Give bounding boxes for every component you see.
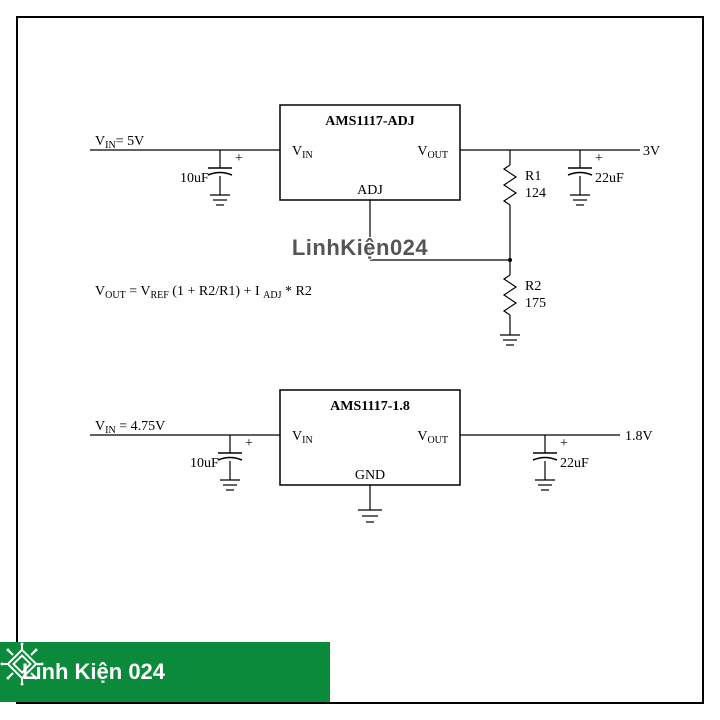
c1-vin-label: VIN= 5V (95, 134, 144, 151)
svg-text:+: + (595, 151, 603, 166)
c2-vout-label: 1.8V (625, 429, 653, 444)
svg-text:+: + (245, 436, 253, 451)
c2-cap-in: + (218, 435, 253, 490)
chip2-vin: VIN (292, 429, 313, 446)
chip2-title: AMS1117-1.8 (330, 399, 410, 414)
c1-r2-val: 175 (525, 296, 546, 311)
c1-r2 (500, 260, 520, 345)
c1-r1-val: 124 (525, 186, 546, 201)
c1-cap-in-label: 10uF (180, 171, 209, 186)
footer-banner: Linh Kiện 024 (0, 642, 330, 702)
chip1-vout: VOUT (417, 144, 448, 161)
watermark: LinhKiện024 (292, 235, 428, 261)
c1-r2-name: R2 (525, 279, 541, 294)
schematic-svg: AMS1117-ADJ VIN VOUT ADJ VIN= 5V + 10uF … (0, 0, 720, 720)
c1-cap-out-label: 22uF (595, 171, 624, 186)
chip2-vout: VOUT (417, 429, 448, 446)
chip1-adj: ADJ (357, 183, 383, 198)
c2-cap-in-label: 10uF (190, 456, 219, 471)
svg-text:+: + (235, 151, 243, 166)
c2-cap-out-label: 22uF (560, 456, 589, 471)
c1-r1 (504, 150, 516, 260)
chip1-vin: VIN (292, 144, 313, 161)
c1-vout-label: 3V (643, 144, 660, 159)
c1-r1-name: R1 (525, 169, 541, 184)
c2-vin-label: VIN = 4.75V (95, 419, 165, 436)
chip-icon (0, 642, 44, 686)
c2-gnd (358, 485, 382, 522)
svg-text:+: + (560, 436, 568, 451)
chip1-title: AMS1117-ADJ (325, 114, 414, 129)
c1-formula: VOUT = VREF (1 + R2/R1) + I ADJ * R2 (95, 284, 312, 301)
chip2-gnd: GND (355, 468, 385, 483)
c1-cap-in: + (208, 150, 243, 205)
